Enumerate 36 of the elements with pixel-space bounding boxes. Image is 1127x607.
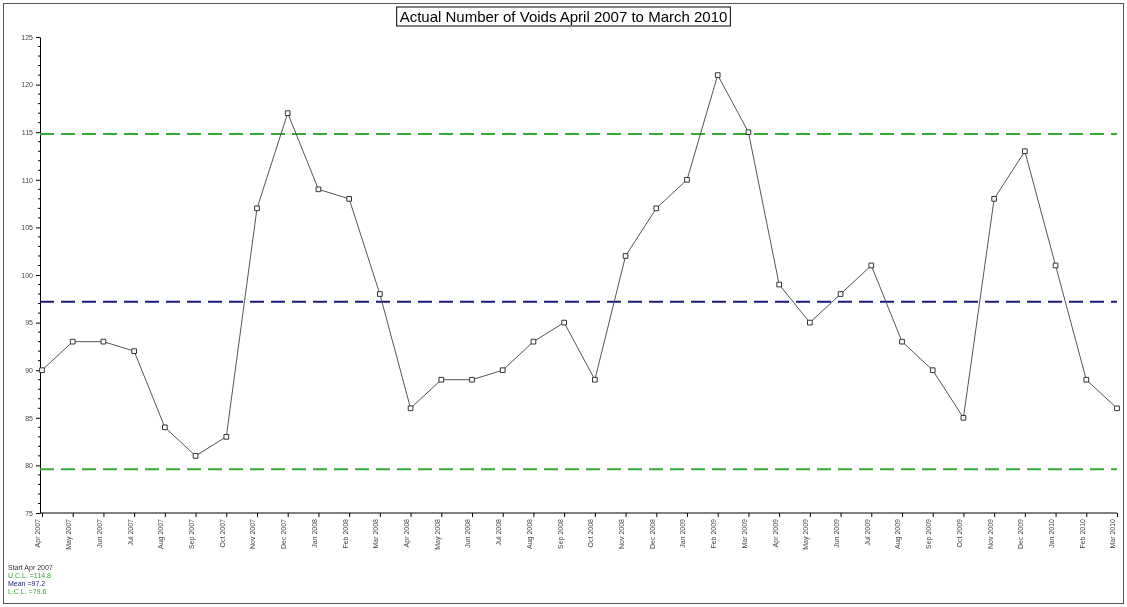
point bbox=[1083, 376, 1090, 383]
point bbox=[929, 367, 936, 374]
point bbox=[960, 414, 967, 421]
point bbox=[100, 338, 107, 345]
point bbox=[1052, 262, 1059, 269]
point bbox=[807, 319, 813, 326]
point bbox=[622, 253, 629, 259]
point bbox=[346, 195, 352, 202]
point bbox=[162, 424, 168, 431]
point bbox=[561, 319, 567, 326]
point bbox=[899, 338, 905, 345]
point bbox=[131, 348, 137, 355]
point bbox=[1114, 405, 1120, 412]
point bbox=[315, 186, 322, 193]
point bbox=[39, 367, 45, 374]
point bbox=[991, 195, 997, 202]
point bbox=[714, 72, 721, 78]
point bbox=[438, 376, 445, 383]
point bbox=[653, 205, 660, 212]
point bbox=[1022, 148, 1028, 155]
point bbox=[284, 110, 291, 117]
point bbox=[377, 291, 383, 297]
point bbox=[684, 176, 690, 183]
point bbox=[499, 367, 506, 374]
point bbox=[837, 291, 844, 297]
point bbox=[192, 453, 199, 459]
point bbox=[469, 376, 475, 383]
point bbox=[868, 262, 875, 269]
point bbox=[745, 129, 752, 136]
point bbox=[407, 405, 414, 412]
point bbox=[254, 205, 260, 212]
point bbox=[69, 338, 76, 345]
point bbox=[592, 376, 598, 383]
point bbox=[530, 338, 537, 345]
point bbox=[223, 433, 230, 440]
point bbox=[776, 281, 782, 288]
